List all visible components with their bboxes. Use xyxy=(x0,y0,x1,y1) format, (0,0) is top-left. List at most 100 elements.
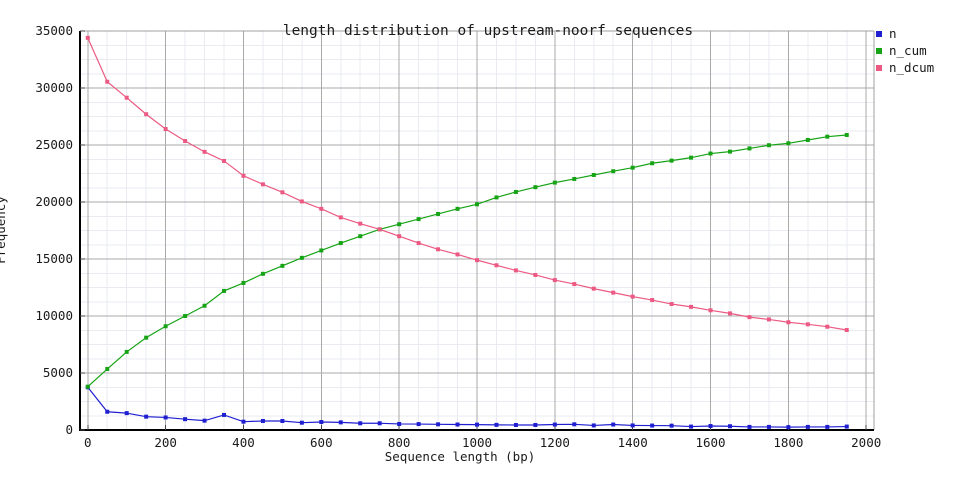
data-point-n xyxy=(144,414,149,419)
data-point-n_dcum xyxy=(630,294,635,299)
series-n_cum xyxy=(85,132,849,389)
x-tick-label: 400 xyxy=(232,435,255,450)
data-point-n xyxy=(377,421,382,426)
data-point-n_dcum xyxy=(241,173,246,178)
data-point-n_cum xyxy=(202,303,207,308)
legend-item-n-cum: n_cum xyxy=(876,44,934,57)
data-point-n_cum xyxy=(650,161,655,166)
data-point-n_cum xyxy=(591,172,596,177)
data-point-n_cum xyxy=(844,132,849,137)
data-point-n_cum xyxy=(805,137,810,142)
x-tick-label: 1600 xyxy=(695,435,725,450)
data-point-n_dcum xyxy=(689,304,694,309)
data-point-n_cum xyxy=(708,151,713,156)
data-point-n xyxy=(689,424,694,429)
data-point-n xyxy=(747,424,752,429)
data-point-n xyxy=(455,422,460,427)
data-point-n xyxy=(844,424,849,429)
data-point-n_cum xyxy=(319,248,324,253)
data-point-n_cum xyxy=(299,255,304,260)
data-point-n_dcum xyxy=(513,268,518,273)
data-point-n xyxy=(358,421,363,426)
data-point-n_cum xyxy=(222,288,227,293)
legend-marker-n-cum-icon xyxy=(876,47,882,54)
legend-label-n-dcum: n_dcum xyxy=(889,60,935,75)
data-point-n_cum xyxy=(786,141,791,146)
data-point-n xyxy=(630,423,635,428)
x-axis-title: Sequence length (bp) xyxy=(384,449,536,464)
data-point-n_dcum xyxy=(436,247,441,252)
data-point-n_dcum xyxy=(786,320,791,325)
data-point-n xyxy=(436,422,441,427)
x-tick-label: 600 xyxy=(310,435,333,450)
data-point-n_dcum xyxy=(611,290,616,295)
x-tick-label: 1200 xyxy=(540,435,570,450)
data-point-n xyxy=(708,424,713,429)
data-point-n_cum xyxy=(416,217,421,222)
data-point-n_cum xyxy=(124,349,129,354)
data-point-n_cum xyxy=(338,241,343,246)
data-point-n_dcum xyxy=(650,298,655,303)
legend-label-n: n xyxy=(889,26,897,41)
data-point-n xyxy=(475,422,479,427)
data-point-n_cum xyxy=(436,211,441,216)
data-point-n xyxy=(299,420,304,425)
y-tick-label: 30000 xyxy=(35,80,73,95)
data-point-n_cum xyxy=(163,324,168,329)
data-point-n_dcum xyxy=(397,234,402,239)
data-point-n xyxy=(650,423,655,428)
data-point-n_dcum xyxy=(494,263,499,268)
y-tick-label: 35000 xyxy=(35,23,73,38)
data-point-n_cum xyxy=(358,234,363,239)
series-line-n_dcum xyxy=(87,37,847,331)
data-point-n xyxy=(572,422,577,427)
data-point-n xyxy=(552,422,557,427)
data-point-n_dcum xyxy=(805,322,810,327)
legend-item-n-dcum: n_dcum xyxy=(876,61,934,74)
legend-label-n-cum: n_cum xyxy=(889,43,927,58)
data-point-n xyxy=(183,417,188,422)
data-point-n_dcum xyxy=(766,317,771,322)
data-point-n_dcum xyxy=(124,95,129,100)
y-tick-label: 15000 xyxy=(35,251,73,266)
data-point-n_dcum xyxy=(377,227,382,232)
data-point-n_cum xyxy=(747,146,752,151)
x-tick-label: 2000 xyxy=(851,435,881,450)
y-tick-label: 25000 xyxy=(35,137,73,152)
data-point-n xyxy=(241,419,246,424)
y-tick-label: 10000 xyxy=(35,308,73,323)
data-point-n_dcum xyxy=(825,324,830,329)
data-point-n_dcum xyxy=(105,79,110,84)
data-point-n_cum xyxy=(552,180,557,185)
data-point-n xyxy=(494,422,499,427)
data-point-n xyxy=(280,418,285,423)
data-point-n_cum xyxy=(513,189,518,194)
data-point-n xyxy=(669,423,674,428)
data-point-n xyxy=(513,422,518,427)
data-point-n_dcum xyxy=(708,308,713,313)
data-point-n_dcum xyxy=(222,158,227,163)
y-tick-label: 20000 xyxy=(35,194,73,209)
data-point-n_dcum xyxy=(163,127,168,132)
data-point-n xyxy=(766,424,771,429)
data-point-n_dcum xyxy=(669,302,674,307)
data-point-n_cum xyxy=(689,155,694,160)
data-point-n_cum xyxy=(455,206,460,211)
data-point-n_cum xyxy=(183,314,188,318)
data-point-n_dcum xyxy=(260,182,265,187)
data-point-n xyxy=(416,422,421,427)
data-point-n_dcum xyxy=(416,241,421,246)
data-point-n_dcum xyxy=(202,149,207,154)
data-point-n_cum xyxy=(144,335,149,340)
y-tick-label: 5000 xyxy=(43,365,73,380)
data-point-n_dcum xyxy=(319,206,324,211)
data-point-n xyxy=(786,425,791,430)
data-point-n_dcum xyxy=(533,272,538,277)
data-point-n_dcum xyxy=(183,139,188,144)
data-point-n_dcum xyxy=(85,35,90,40)
data-point-n_cum xyxy=(280,263,285,268)
data-point-n_cum xyxy=(533,185,538,190)
data-point-n_dcum xyxy=(358,221,363,226)
data-point-n xyxy=(611,422,616,427)
